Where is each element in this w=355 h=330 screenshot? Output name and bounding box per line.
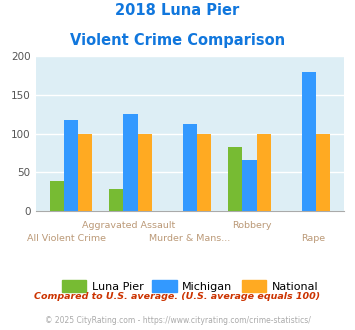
Bar	[183, 124, 197, 211]
Bar	[138, 134, 152, 211]
Bar	[302, 72, 316, 211]
Bar	[50, 181, 64, 211]
Text: Compared to U.S. average. (U.S. average equals 100): Compared to U.S. average. (U.S. average …	[34, 292, 321, 301]
Bar	[109, 189, 123, 211]
Bar	[123, 114, 138, 211]
Bar	[316, 134, 330, 211]
Bar	[78, 134, 92, 211]
Legend: Luna Pier, Michigan, National: Luna Pier, Michigan, National	[57, 276, 323, 297]
Bar	[242, 160, 257, 211]
Text: 2018 Luna Pier: 2018 Luna Pier	[115, 3, 240, 18]
Bar	[64, 120, 78, 211]
Text: © 2025 CityRating.com - https://www.cityrating.com/crime-statistics/: © 2025 CityRating.com - https://www.city…	[45, 316, 310, 325]
Bar	[257, 134, 271, 211]
Text: Violent Crime Comparison: Violent Crime Comparison	[70, 33, 285, 48]
Text: All Violent Crime: All Violent Crime	[27, 234, 106, 243]
Text: Rape: Rape	[301, 234, 326, 243]
Bar	[197, 134, 211, 211]
Text: Murder & Mans...: Murder & Mans...	[149, 234, 230, 243]
Text: Robbery: Robbery	[232, 221, 272, 230]
Bar	[228, 147, 242, 211]
Text: Aggravated Assault: Aggravated Assault	[82, 221, 175, 230]
